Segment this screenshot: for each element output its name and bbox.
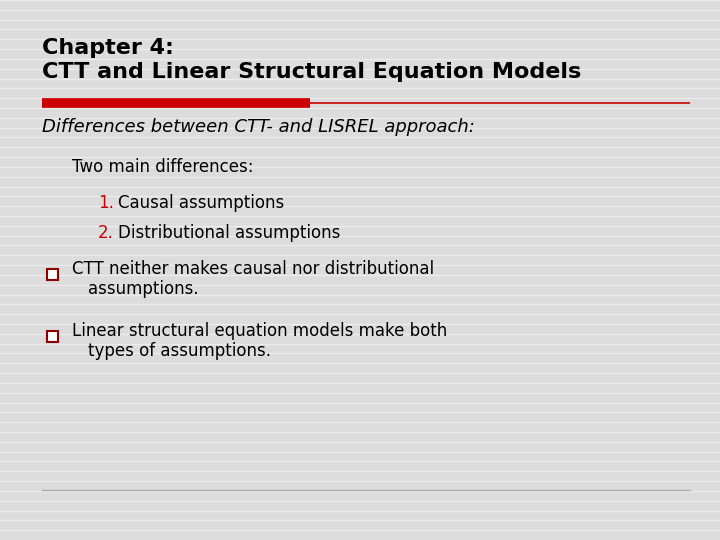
Text: CTT neither makes causal nor distributional: CTT neither makes causal nor distributio… xyxy=(72,260,434,278)
Text: 2.: 2. xyxy=(98,224,114,242)
Text: Differences between CTT- and LISREL approach:: Differences between CTT- and LISREL appr… xyxy=(42,118,475,136)
Text: types of assumptions.: types of assumptions. xyxy=(88,342,271,360)
Text: assumptions.: assumptions. xyxy=(88,280,199,298)
Text: CTT and Linear Structural Equation Models: CTT and Linear Structural Equation Model… xyxy=(42,62,581,82)
FancyBboxPatch shape xyxy=(47,268,58,280)
Text: Two main differences:: Two main differences: xyxy=(72,158,253,176)
Text: Linear structural equation models make both: Linear structural equation models make b… xyxy=(72,322,447,340)
Text: Distributional assumptions: Distributional assumptions xyxy=(118,224,341,242)
FancyBboxPatch shape xyxy=(47,330,58,341)
Text: Chapter 4:: Chapter 4: xyxy=(42,38,174,58)
Text: 1.: 1. xyxy=(98,194,114,212)
Text: Causal assumptions: Causal assumptions xyxy=(118,194,284,212)
